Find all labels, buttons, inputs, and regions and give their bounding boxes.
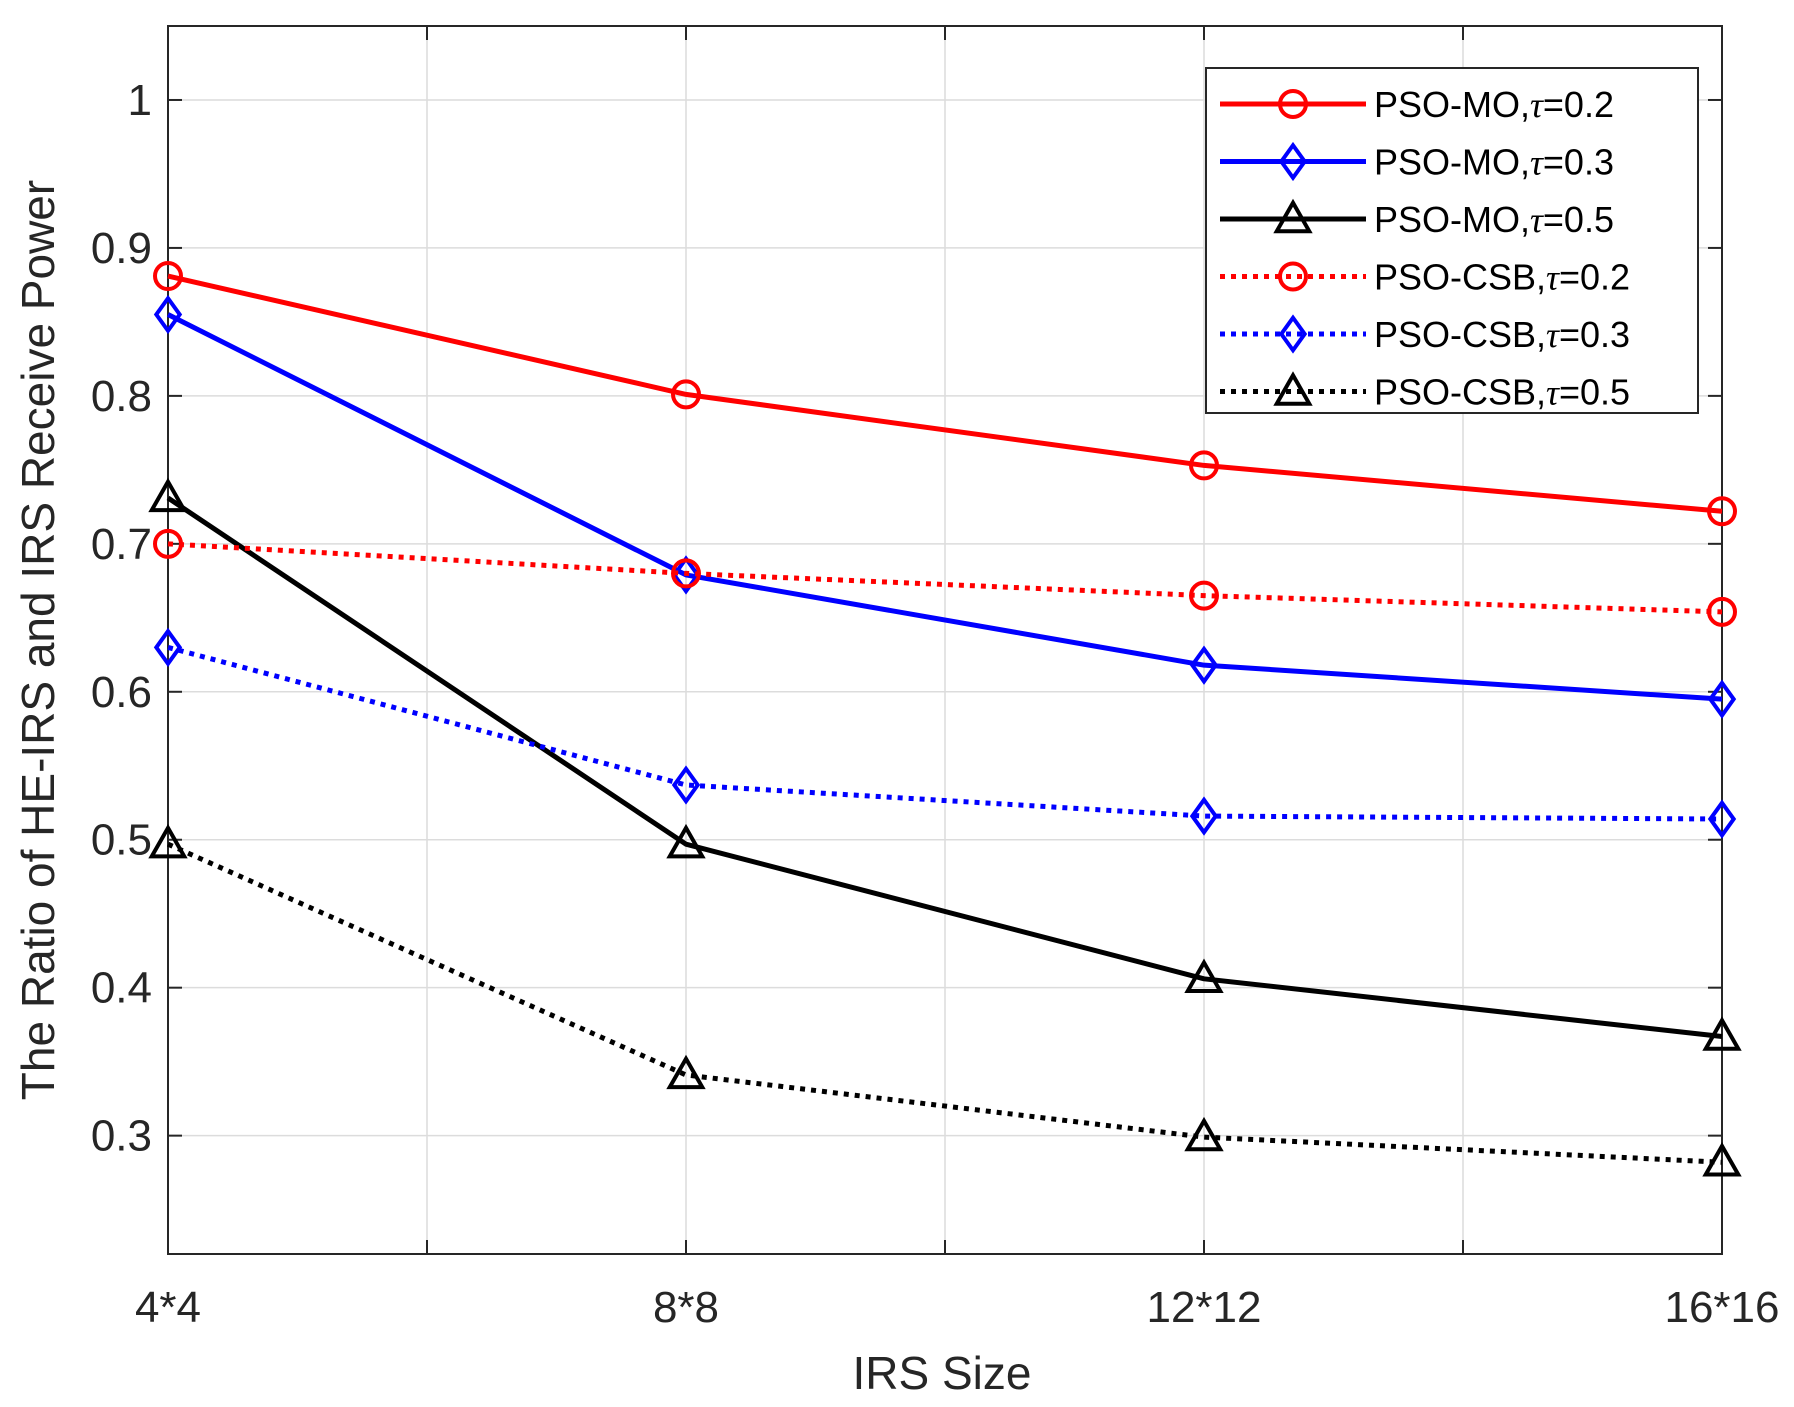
y-axis-label: The Ratio of HE-IRS and IRS Receive Powe…: [12, 180, 64, 1100]
circle-marker: [153, 261, 183, 292]
legend-box: [1205, 67, 1699, 414]
legend-tau-symbol: τ: [1530, 143, 1544, 183]
legend-tau-value: =0.5: [1559, 372, 1630, 413]
series-line: [167, 273, 1723, 514]
diamond-marker: [1189, 645, 1219, 685]
circle-marker: [1278, 261, 1308, 292]
circle-marker: [671, 379, 701, 410]
series-line: [166, 495, 1723, 1039]
series-line: [166, 312, 1723, 702]
legend-series-name: PSO-CSB,: [1374, 257, 1546, 298]
x-tick-label: 4*4: [135, 1283, 201, 1332]
legend-tau-value: =0.2: [1543, 84, 1614, 125]
triangle-marker: [1702, 1141, 1742, 1177]
y-axis-ticks: 0.3 0.4 0.5 0.6 0.7 0.8 0.9 1: [91, 76, 1722, 1161]
legend-label: PSO-CSB,τ=0.5: [1374, 372, 1630, 413]
diamond-marker: [1707, 679, 1737, 719]
x-tick-label: 16*16: [1664, 1283, 1779, 1332]
legend-item: PSO-MO,τ=0.2: [1220, 84, 1614, 125]
circle-marker: [1189, 580, 1219, 611]
x-axis-label: IRS Size: [853, 1347, 1032, 1399]
circle-marker: [1189, 450, 1219, 481]
x-tick-label: 12*12: [1146, 1283, 1261, 1332]
diamond-marker: [671, 555, 701, 595]
diamond-marker: [1189, 796, 1219, 836]
legend-tau-symbol: τ: [1546, 373, 1560, 413]
legend-tau-symbol: τ: [1530, 85, 1544, 125]
diamond-marker: [153, 294, 183, 335]
triangle-marker: [1273, 198, 1313, 234]
circle-marker: [1707, 496, 1737, 527]
legend-series-name: PSO-MO,: [1374, 199, 1530, 240]
legend-series-name: PSO-CSB,: [1374, 372, 1546, 413]
y-tick-label: 0.8: [91, 372, 152, 421]
legend-label: PSO-MO,τ=0.3: [1374, 142, 1614, 183]
series-0: [153, 261, 1737, 527]
diamond-marker: [671, 765, 701, 805]
legend-item: PSO-CSB,τ=0.2: [1220, 257, 1630, 298]
triangle-marker: [148, 823, 188, 859]
y-tick-label: 0.4: [91, 964, 152, 1013]
legend-tau-value: =0.3: [1559, 314, 1630, 355]
legend-tau-value: =0.3: [1543, 142, 1614, 183]
series-group: [148, 261, 1742, 1177]
legend-item: PSO-MO,τ=0.3: [1220, 142, 1614, 183]
diamond-marker: [1707, 799, 1737, 839]
legend: PSO-MO,τ=0.2PSO-MO,τ=0.3PSO-MO,τ=0.5PSO-…: [1205, 67, 1699, 414]
y-tick-label: 0.9: [91, 224, 152, 273]
series-4: [153, 627, 1737, 839]
diamond-marker: [1278, 314, 1308, 354]
legend-item: PSO-MO,τ=0.5: [1220, 198, 1614, 240]
series-2: [148, 477, 1742, 1051]
legend-tau-symbol: τ: [1546, 315, 1560, 355]
y-tick-label: 1: [128, 76, 152, 125]
legend-tau-value: =0.5: [1543, 199, 1614, 240]
circle-marker: [671, 558, 701, 589]
circle-marker: [1707, 596, 1737, 627]
triangle-marker: [1184, 1116, 1224, 1152]
series-3: [153, 528, 1737, 627]
legend-series-name: PSO-MO,: [1374, 142, 1530, 183]
legend-item: PSO-CSB,τ=0.3: [1220, 314, 1630, 355]
triangle-marker: [666, 823, 706, 859]
series-1: [153, 294, 1737, 719]
circle-marker: [153, 528, 183, 559]
legend-tau-value: =0.2: [1559, 257, 1630, 298]
x-axis-ticks: 4*4 8*8 12*12 16*16: [135, 26, 1780, 1332]
triangle-marker: [666, 1054, 706, 1090]
legend-tau-symbol: τ: [1530, 200, 1544, 240]
legend-label: PSO-CSB,τ=0.2: [1374, 257, 1630, 298]
legend-series-name: PSO-CSB,: [1374, 314, 1546, 355]
y-tick-label: 0.5: [91, 816, 152, 865]
legend-tau-symbol: τ: [1546, 258, 1560, 298]
diamond-marker: [153, 627, 183, 668]
y-tick-label: 0.6: [91, 668, 152, 717]
series-line: [166, 841, 1723, 1165]
y-tick-label: 0.7: [91, 520, 152, 569]
y-tick-label: 0.3: [91, 1112, 152, 1161]
circle-marker: [1278, 89, 1308, 119]
diamond-marker: [1278, 141, 1308, 182]
x-tick-label: 8*8: [653, 1283, 719, 1332]
legend-label: PSO-MO,τ=0.5: [1374, 199, 1614, 240]
legend-series-name: PSO-MO,: [1374, 84, 1530, 125]
triangle-marker: [1702, 1016, 1742, 1051]
legend-item: PSO-CSB,τ=0.5: [1220, 371, 1630, 413]
series-5: [148, 823, 1742, 1177]
series-line: [167, 644, 1723, 822]
legend-label: PSO-MO,τ=0.2: [1374, 84, 1614, 125]
triangle-marker: [1273, 371, 1313, 406]
legend-label: PSO-CSB,τ=0.3: [1374, 314, 1630, 355]
triangle-marker: [148, 477, 188, 513]
triangle-marker: [1184, 958, 1224, 993]
